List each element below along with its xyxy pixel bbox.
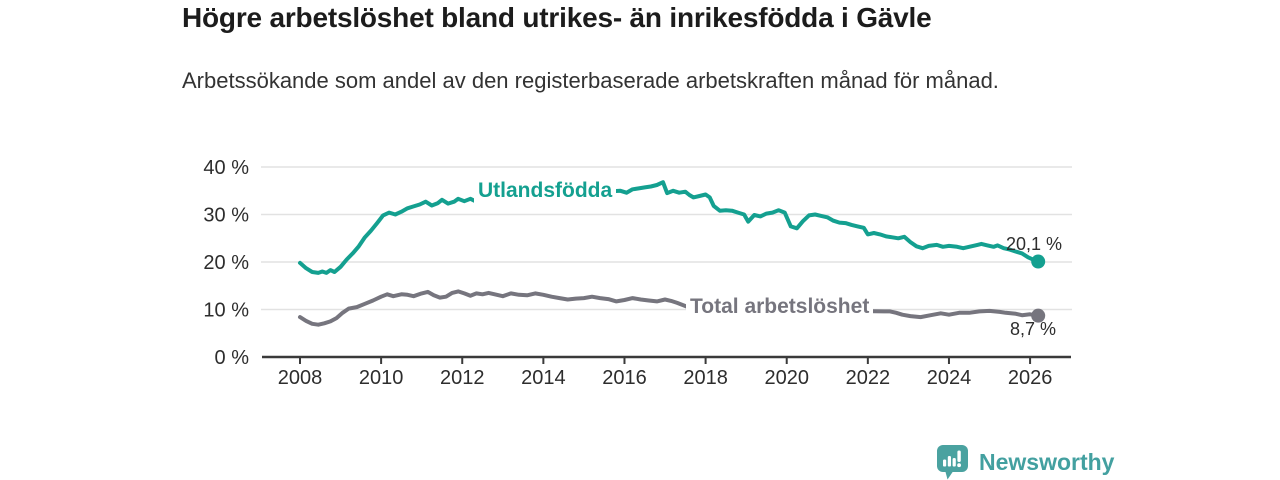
y-axis-tick-label: 20 % (203, 252, 249, 274)
end-value-label-utlandsfodda: 20,1 % (1006, 234, 1063, 254)
x-axis-tick-label: 2010 (359, 367, 404, 389)
x-axis-tick-label: 2016 (602, 367, 647, 389)
brand-name: Newsworthy (979, 448, 1115, 475)
footer-brand: Newsworthy (936, 444, 1114, 480)
y-axis-tick-label: 0 % (215, 347, 250, 369)
series-end-dot-utlandsfodda (1031, 254, 1046, 269)
x-axis-tick-label: 2012 (440, 367, 485, 389)
x-axis-tick-label: 2026 (1008, 367, 1053, 389)
x-axis-tick-label: 2008 (278, 367, 323, 389)
series-label-utlandsfodda: Utlandsfödda (474, 177, 617, 206)
end-value-label-total-arbetsloshet: 8,7 % (1010, 319, 1057, 339)
chart-subtitle: Arbetssökande som andel av den registerb… (182, 68, 999, 93)
series-line-total-arbetsloshet (298, 289, 1041, 327)
y-axis-tick-label: 30 % (203, 205, 249, 227)
x-axis-tick-label: 2018 (683, 367, 728, 389)
series-end-dot-total-arbetsloshet (1031, 308, 1046, 323)
x-axis-tick-label: 2024 (927, 367, 972, 389)
y-axis-tick-label: 10 % (203, 300, 249, 322)
y-axis-tick-label: 40 % (203, 157, 249, 179)
series-line-utlandsfodda (298, 180, 1041, 275)
chart-title: Högre arbetslöshet bland utrikes- än inr… (182, 2, 932, 33)
series-label-total-arbetsloshet: Total arbetslöshet (686, 293, 874, 322)
x-axis-tick-label: 2022 (846, 367, 891, 389)
x-axis-tick-label: 2020 (764, 367, 809, 389)
x-axis-tick-label: 2014 (521, 367, 566, 389)
newsworthy-logo-icon (937, 445, 968, 480)
